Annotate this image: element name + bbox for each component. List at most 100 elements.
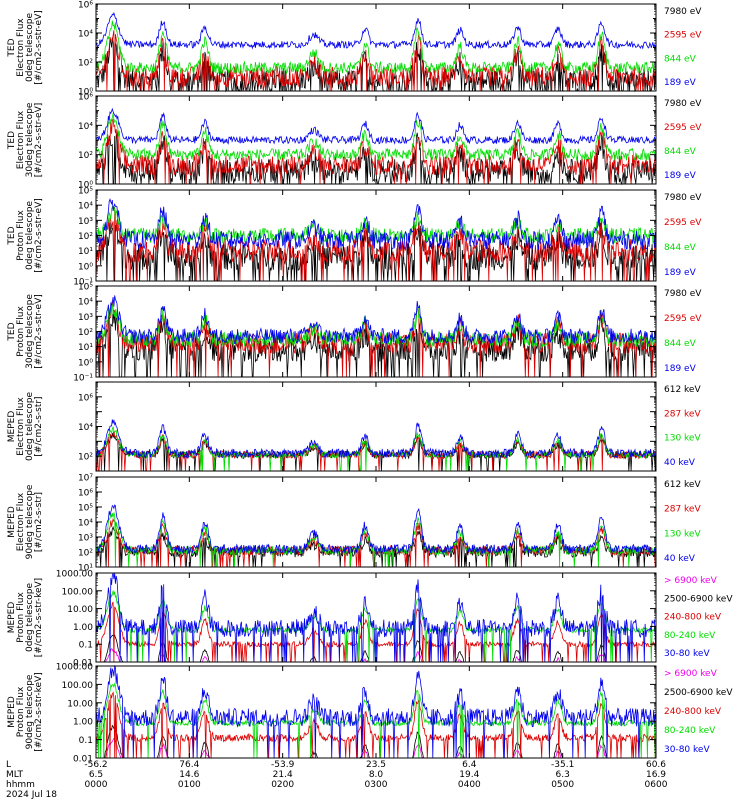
x-tick-label-hhmm: 0500 xyxy=(551,780,574,790)
y-axis-label: MEPED xyxy=(7,506,17,538)
legend-entry: 189 eV xyxy=(664,78,697,88)
y-axis-label: MEPED xyxy=(7,602,17,634)
legend-entry: 2595 eV xyxy=(664,218,702,228)
x-row-label: MLT xyxy=(6,770,24,780)
y-tick-label: 10² xyxy=(78,232,93,242)
y-axis-label: Proton Flux xyxy=(16,592,26,643)
legend-entry: 80-240 keV xyxy=(664,631,716,641)
series-line-189-ev xyxy=(95,11,657,50)
y-axis-label: [#/cm2-s-str-eV] xyxy=(34,103,44,178)
y-tick-label: 10¹ xyxy=(78,564,93,574)
y-tick-label: 10⁰ xyxy=(78,181,93,191)
legend-entry: 189 eV xyxy=(664,171,697,181)
legend-entry: 2595 eV xyxy=(664,31,702,41)
x-row-label: L xyxy=(6,760,11,770)
y-axis-label: Electron Flux xyxy=(16,18,26,77)
x-tick-label-mlt: 16.9 xyxy=(646,770,666,780)
y-tick-label: 10³ xyxy=(78,534,93,544)
series-line-2595-ev xyxy=(95,30,657,92)
y-tick-label: 10¹ xyxy=(78,247,93,257)
y-axis-label: TED xyxy=(7,322,17,341)
legend-entry: 7980 eV xyxy=(664,289,702,299)
y-tick-label: 10² xyxy=(78,549,93,559)
series-line-844-ev xyxy=(95,20,657,75)
y-tick-label: 0.01 xyxy=(73,659,93,669)
panel-8: 0.01 0.1 1.00 10.00 100.00 1000.00 MEPED Proton… xyxy=(7,663,733,765)
y-tick-label: 10⁶ xyxy=(78,93,93,103)
x-row-label: hhmm xyxy=(6,780,35,790)
y-axis-label: 0deg telescope xyxy=(25,13,35,83)
legend-entry: 40 keV xyxy=(664,554,696,564)
y-axis-label: 0deg telescope xyxy=(25,583,35,653)
x-tick-label-mlt: 6.5 xyxy=(89,770,103,780)
y-tick-label: 10⁰ xyxy=(78,88,93,98)
y-tick-label: 10¹ xyxy=(78,343,93,353)
x-tick-label-hhmm: 0100 xyxy=(178,780,201,790)
y-tick-label: 1.00 xyxy=(73,718,93,728)
x-tick-label-hhmm: 0000 xyxy=(85,780,108,790)
date-label: 2024 Jul 18 xyxy=(6,790,57,800)
y-tick-label: 0.1 xyxy=(79,736,93,746)
legend-entry: 612 keV xyxy=(664,385,701,395)
legend-entry: 844 eV xyxy=(664,339,697,349)
y-axis-label: [#/cm2-s-str-keV] xyxy=(34,578,44,657)
y-tick-label: 100.00 xyxy=(62,681,94,691)
y-axis-label: 0deg telescope xyxy=(25,392,35,462)
x-tick-label-l: 60.6 xyxy=(646,760,666,770)
y-tick-label: 10⁵ xyxy=(78,187,93,197)
legend-entry: 2500-6900 keV xyxy=(664,688,733,698)
y-tick-label: 10² xyxy=(78,59,93,69)
y-axis-label: 90deg telescope xyxy=(25,484,35,559)
legend-entry: 189 eV xyxy=(664,268,697,278)
y-tick-label: 1000.00 xyxy=(56,570,93,580)
y-axis-label: 90deg telescope xyxy=(25,674,35,749)
y-axis-label: TED xyxy=(7,38,17,57)
legend-entry: 844 eV xyxy=(664,243,697,253)
legend-entry: > 6900 keV xyxy=(664,669,718,679)
x-tick-label-hhmm: 0400 xyxy=(458,780,481,790)
y-tick-label: 10⁴ xyxy=(78,122,93,132)
y-axis-label: TED xyxy=(7,131,17,150)
series-line-40-kev xyxy=(95,419,657,460)
legend-entry: 287 keV xyxy=(664,409,701,419)
x-tick-label-l: 6.4 xyxy=(462,760,477,770)
legend-entry: 80-240 keV xyxy=(664,726,716,736)
legend-entry: 612 keV xyxy=(664,480,701,490)
x-tick-label-mlt: 21.4 xyxy=(273,770,293,780)
legend-entry: 844 eV xyxy=(664,54,697,64)
y-tick-label: 0.1 xyxy=(79,641,93,651)
y-axis-label: Electron Flux xyxy=(16,397,26,456)
y-axis-label: 0deg telescope xyxy=(25,201,35,271)
legend-entry: > 6900 keV xyxy=(664,576,718,586)
y-axis-label: Proton Flux xyxy=(16,306,26,357)
x-tick-label-hhmm: 0200 xyxy=(271,780,294,790)
x-tick-label-mlt: 14.6 xyxy=(179,770,199,780)
y-tick-label: 10³ xyxy=(78,313,93,323)
legend-entry: 7980 eV xyxy=(664,7,702,17)
y-axis-label: Electron Flux xyxy=(16,492,26,551)
legend-entry: 2595 eV xyxy=(664,123,702,133)
y-axis-label: Electron Flux xyxy=(16,110,26,169)
y-tick-label: 10⁴ xyxy=(78,202,93,212)
y-tick-label: 10⁷ xyxy=(78,474,93,484)
y-tick-label: 10⁴ xyxy=(78,423,93,433)
y-tick-label: 10⁵ xyxy=(78,283,93,293)
y-axis-label: [#/cm2-s-str-eV] xyxy=(34,198,44,273)
legend-entry: 189 eV xyxy=(664,364,697,374)
y-tick-label: 10⁶ xyxy=(78,489,93,499)
series-line-30-80-kev xyxy=(95,572,657,663)
series-line-189-ev xyxy=(95,295,657,345)
series-line-30-80-kev xyxy=(95,664,657,759)
y-tick-label: 10⁶ xyxy=(78,1,93,11)
y-tick-label: 100.00 xyxy=(62,587,94,597)
y-tick-label: 10.00 xyxy=(67,605,93,615)
y-axis-label: [#/cm2-s-str] xyxy=(34,492,44,552)
y-axis-label: 30deg telescope xyxy=(25,102,35,177)
y-tick-label: 10⁶ xyxy=(78,393,93,403)
legend-entry: 240-800 keV xyxy=(664,613,722,623)
legend-entry: 40 keV xyxy=(664,458,696,468)
x-tick-label-hhmm: 0300 xyxy=(365,780,388,790)
x-tick-label-mlt: 8.0 xyxy=(369,770,384,780)
